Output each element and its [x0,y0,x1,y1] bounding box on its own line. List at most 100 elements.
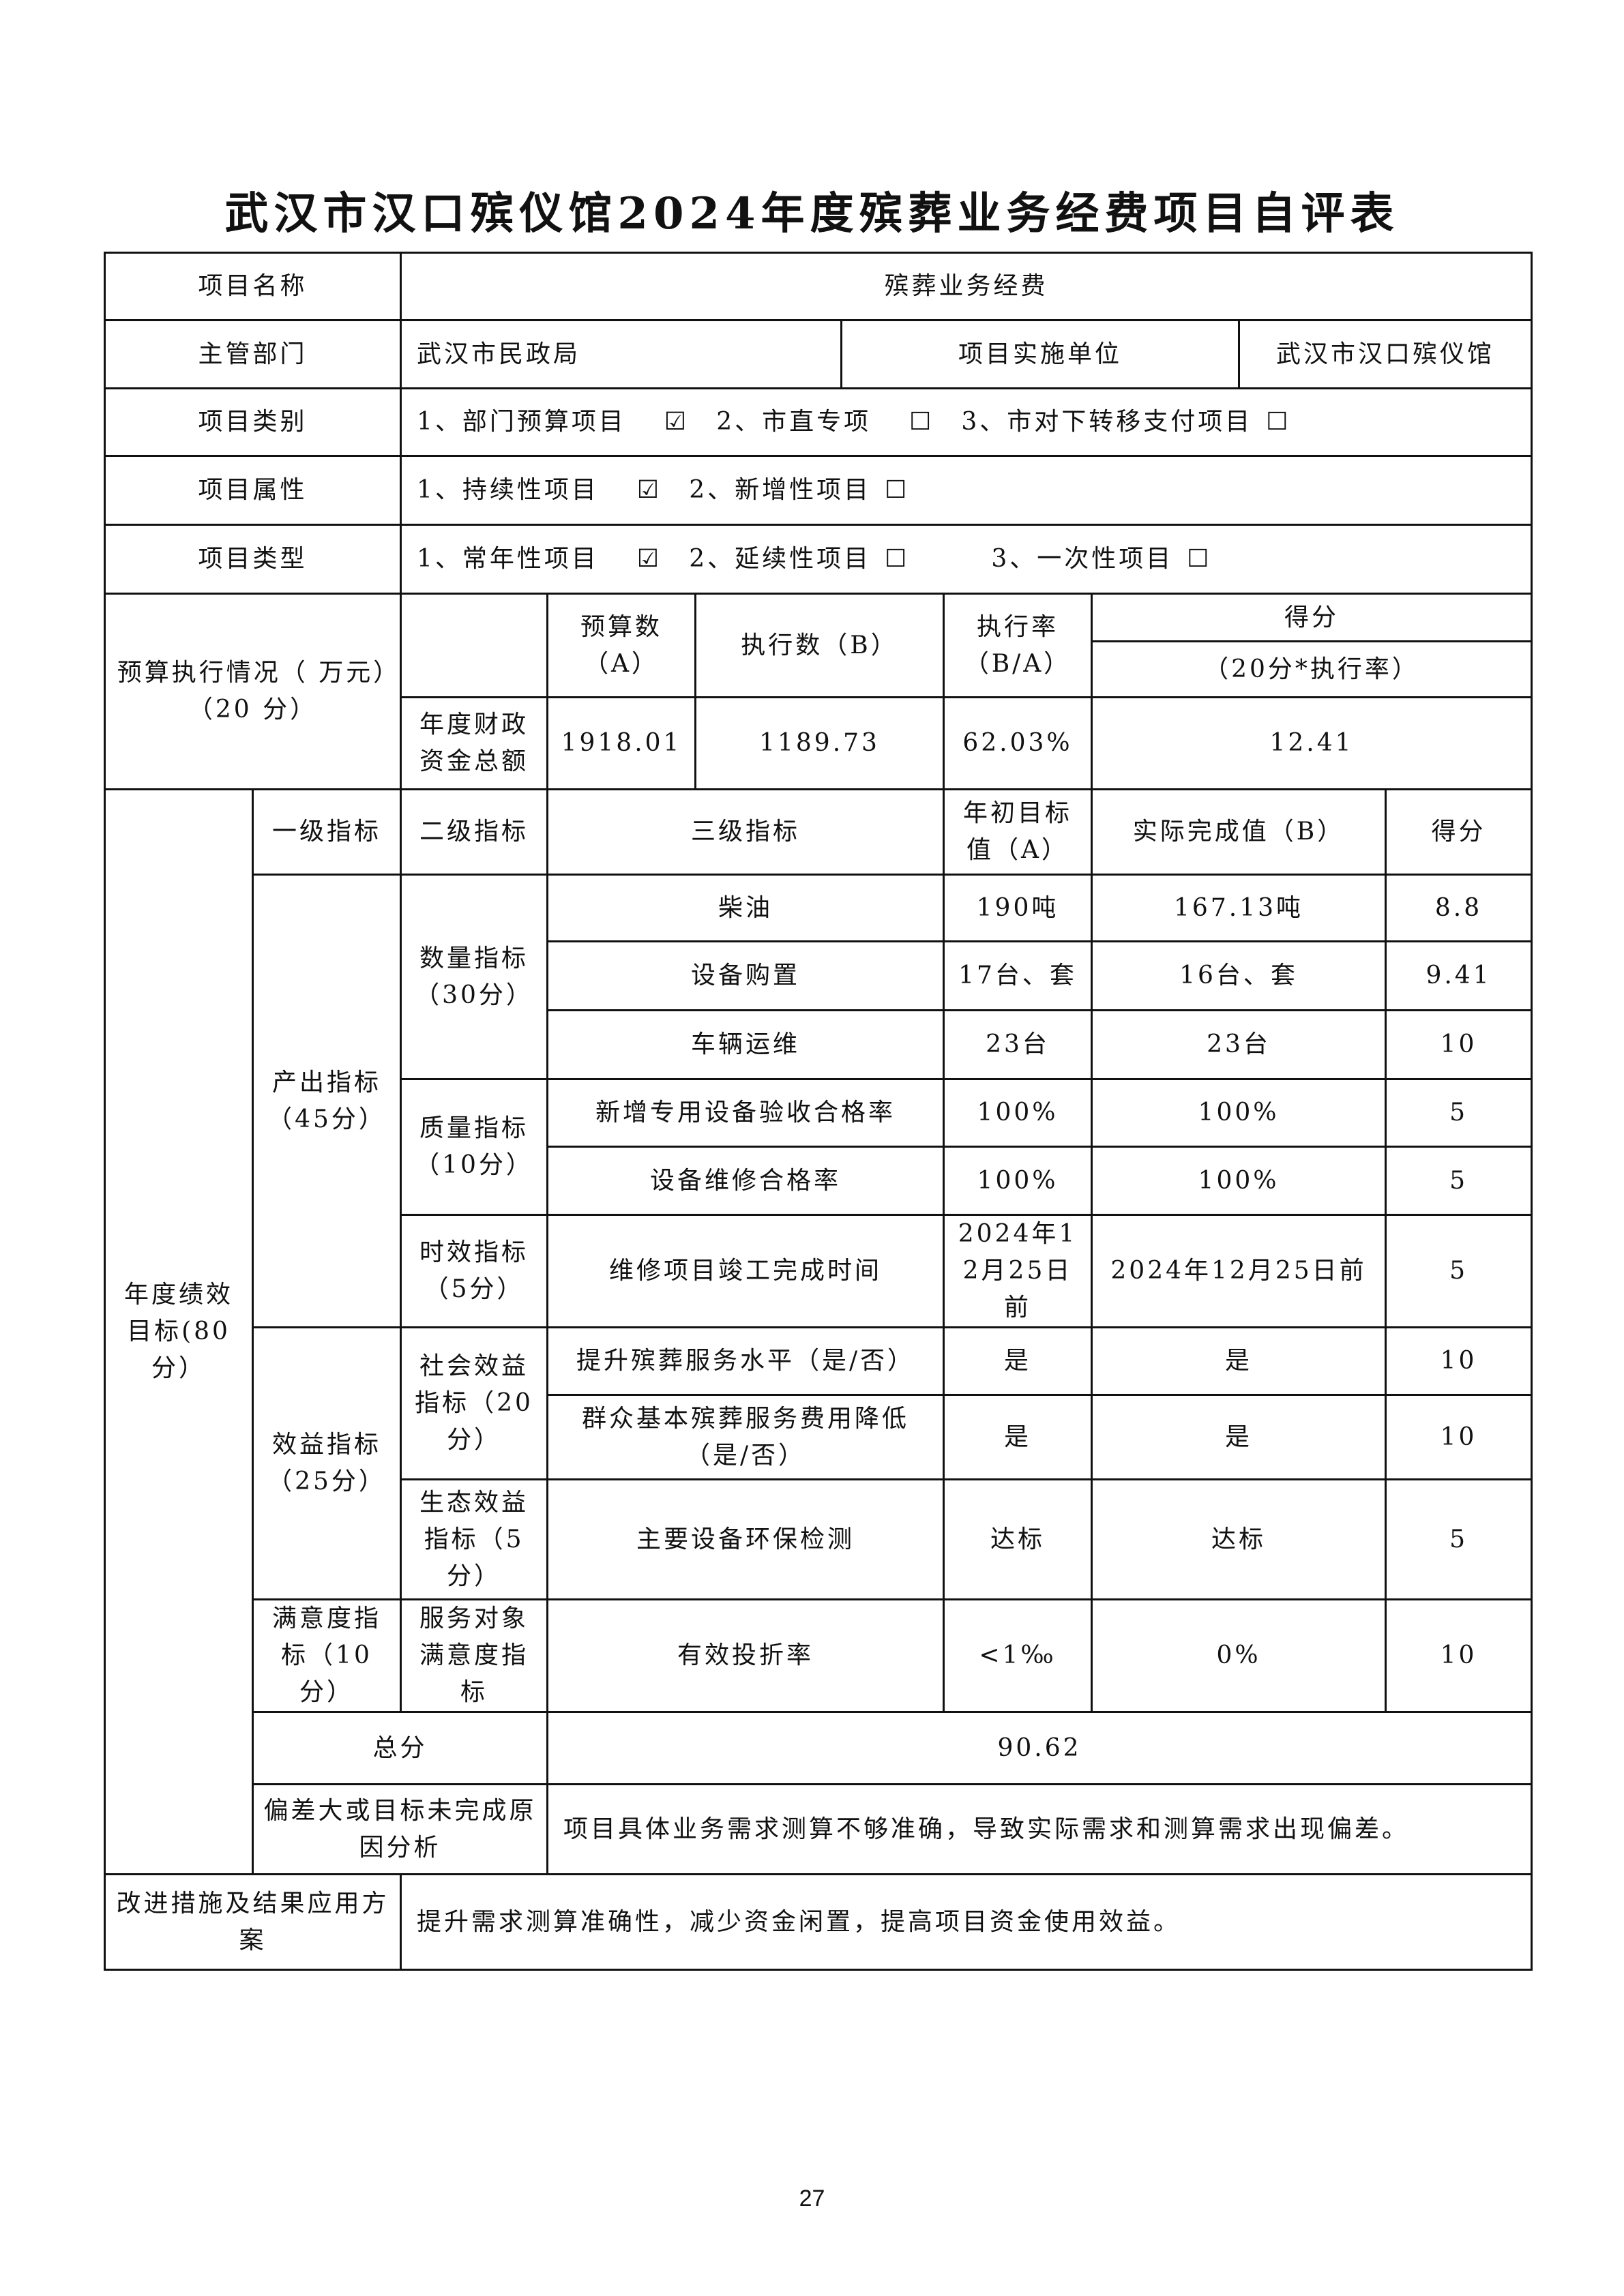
indicator-name: 提升殡葬服务水平（是/否） [546,1326,945,1396]
actual-value: 23台 [1091,1009,1387,1080]
type-label: 项目类型 [103,524,402,595]
actual-value: 2024年12月25日前 [1091,1214,1387,1328]
total-value: 90.62 [546,1711,1533,1785]
indicator-name: 设备购置 [546,940,945,1011]
attribute-label: 项目属性 [103,455,402,526]
option-text: 3、市对下转移支付项目 [961,408,1253,436]
table-row: 车辆运维 23台 23台 10 [105,1009,1533,1080]
rate-header: 执行率（B/A） [943,593,1093,698]
deviation-text: 项目具体业务需求测算不够准确，导致实际需求和测算需求出现偏差。 [546,1783,1533,1875]
indicator-name: 有效投折率 [546,1598,945,1713]
actual-value: 100% [1091,1146,1387,1216]
target-value: 是 [943,1326,1093,1396]
type-options: 1、常年性项目 ☑ 2、延续性项目 ☐ 3、一次性项目 ☐ [400,524,1533,595]
target-value: 是 [943,1394,1093,1480]
l2-eco: 生态效益指标（5分） [400,1478,549,1600]
checkbox-empty-icon[interactable]: ☐ [885,545,910,573]
actual-value: 是 [1091,1394,1387,1480]
checkbox-empty-icon[interactable]: ☐ [885,476,910,504]
actual-value: 167.13吨 [1091,874,1387,942]
target-value: <1‰ [943,1598,1093,1713]
actual-value: 100% [1091,1078,1387,1148]
score: 10 [1385,1009,1533,1080]
l2-quality: 质量指标（10分） [400,1078,549,1216]
actual-value: 达标 [1091,1478,1387,1600]
deviation-label: 偏差大或目标未完成原因分析 [251,1783,549,1875]
indicator-name: 柴油 [546,874,945,942]
table-row: 设备维修合格率 100% 100% 5 [105,1146,1533,1216]
project-name: 殡葬业务经费 [400,252,1533,321]
score: 10 [1385,1394,1533,1480]
option-text: 3、一次性项目 [991,545,1174,573]
table-row: 生态效益指标（5分） 主要设备环保检测 达标 达标 5 [105,1478,1533,1600]
table-row: 产出指标（45分） 数量指标（30分） 柴油 190吨 167.13吨 8.8 [105,874,1533,1328]
blank-cell [400,593,549,698]
target-value: 23台 [943,1009,1093,1080]
header-target: 年初目标值（A） [943,788,1093,876]
option-text: 2、延续性项目 [689,545,872,573]
actual-value: 0% [1091,1598,1387,1713]
fund-total-label: 年度财政资金总额 [400,696,549,790]
evaluation-table: 项目名称 殡葬业务经费 主管部门 武汉市民政局 项目实施单位 武汉市汉口殡仪馆 … [103,252,1533,1971]
l2-time: 时效指标（5分） [400,1214,549,1328]
target-value: 17台、套 [943,940,1093,1011]
indicator-name: 设备维修合格率 [546,1146,945,1216]
score-header: 得分 [1091,593,1533,642]
checkbox-empty-icon[interactable]: ☐ [909,408,934,436]
score: 5 [1385,1146,1533,1216]
l2-social: 社会效益指标（20分） [400,1326,549,1480]
target-value: 2024年12月25日前 [943,1214,1093,1328]
indicator-name: 群众基本殡葬服务费用降低（是/否） [546,1394,945,1480]
checkbox-checked-icon[interactable]: ☑ [636,476,662,504]
checkbox-checked-icon[interactable]: ☑ [636,545,662,573]
score-formula: （20分*执行率） [1091,640,1533,698]
header-actual: 实际完成值（B） [1091,788,1387,876]
target-value: 100% [943,1078,1093,1148]
checkbox-empty-icon[interactable]: ☐ [1266,408,1291,436]
header-l2: 二级指标 [400,788,549,876]
impl: 武汉市汉口殡仪馆 [1238,319,1533,389]
total-label: 总分 [251,1711,549,1785]
score: 5 [1385,1478,1533,1600]
budget-label: 预算执行情况（ 万元）（20 分） [103,593,402,790]
table-row: 满意度指标（10分） 服务对象满意度指标 有效投折率 <1‰ 0% 10 [105,1598,1533,1713]
budget-value: 1918.01 [546,696,697,790]
project-name-label: 项目名称 [103,252,402,321]
header-score: 得分 [1385,788,1533,876]
perf-label: 年度绩效目标(80分） [104,788,254,1875]
actual-value: 16台、套 [1091,940,1387,1011]
option-text: 2、市直专项 [716,408,872,436]
dept-label: 主管部门 [103,319,402,389]
header-l3: 三级指标 [546,788,945,876]
header-l1: 一级指标 [251,788,402,876]
target-value: 190吨 [943,874,1093,942]
target-value: 100% [943,1146,1093,1216]
page-number: 27 [799,2186,825,2211]
category-options: 1、部门预算项目 ☑ 2、市直专项 ☐ 3、市对下转移支付项目 ☐ [400,387,1533,457]
improve-label: 改进措施及结果应用方案 [103,1873,402,1971]
score: 5 [1385,1214,1533,1328]
budget-header: 预算数（A） [546,593,697,698]
table-row: 时效指标（5分） 维修项目竣工完成时间 2024年12月25日前 2024年12… [105,1214,1533,1328]
checkbox-empty-icon[interactable]: ☐ [1187,545,1212,573]
exec-value: 1189.73 [694,696,945,790]
indicator-name: 新增专用设备验收合格率 [546,1078,945,1148]
table-row: 设备购置 17台、套 16台、套 9.41 [105,940,1533,1011]
score: 8.8 [1385,874,1533,942]
score: 10 [1385,1326,1533,1396]
score-value: 12.41 [1091,696,1533,790]
checkbox-checked-icon[interactable]: ☑ [664,408,690,436]
option-text: 1、常年性项目 [417,545,599,573]
l1-satisfaction: 满意度指标（10分） [251,1598,402,1713]
improve-text: 提升需求测算准确性，减少资金闲置，提高项目资金使用效益。 [400,1873,1533,1971]
l2-service: 服务对象满意度指标 [400,1598,549,1713]
l2-quantity: 数量指标（30分） [400,874,549,1080]
table-row: 群众基本殡葬服务费用降低（是/否） 是 是 10 [105,1394,1533,1480]
score: 9.41 [1385,940,1533,1011]
indicator-name: 主要设备环保检测 [546,1478,945,1600]
table-row: 效益指标（25分） 社会效益指标（20分） 提升殡葬服务水平（是/否） 是 是 … [105,1326,1533,1600]
actual-value: 是 [1091,1326,1387,1396]
score: 10 [1385,1598,1533,1713]
l1-benefit: 效益指标（25分） [251,1326,402,1600]
impl-label: 项目实施单位 [840,319,1241,389]
